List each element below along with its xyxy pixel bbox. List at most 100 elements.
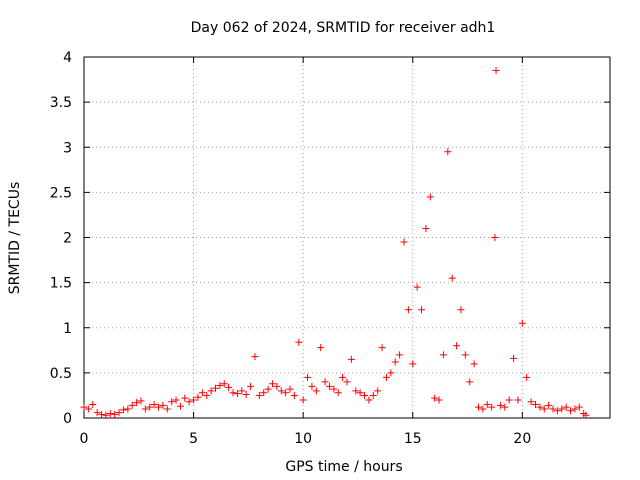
x-tick-label: 10 <box>294 431 312 447</box>
data-point <box>317 344 325 352</box>
data-point <box>466 378 474 386</box>
data-point <box>308 382 316 390</box>
data-point <box>273 382 281 390</box>
y-tick-label: 0 <box>63 411 72 427</box>
data-point <box>106 409 114 417</box>
data-point <box>89 400 97 408</box>
y-tick-label: 1.5 <box>50 276 72 292</box>
data-point <box>93 409 101 417</box>
data-point <box>119 406 127 414</box>
data-point <box>190 396 198 404</box>
data-point <box>374 387 382 395</box>
y-tick-label: 2 <box>63 231 72 247</box>
data-point <box>290 391 298 399</box>
data-point <box>396 351 404 359</box>
data-point <box>212 384 219 392</box>
data-point <box>155 403 163 411</box>
data-point <box>124 405 132 413</box>
data-point <box>492 67 500 75</box>
data-point <box>356 389 364 397</box>
data-point <box>264 385 272 393</box>
data-point <box>448 274 456 282</box>
data-point <box>229 389 237 397</box>
data-point <box>198 389 206 397</box>
data-point <box>150 400 158 408</box>
data-point <box>567 407 575 415</box>
data-point <box>102 411 110 419</box>
y-axis-ticks: 0 0.5 1 1.5 2 2.5 3 3.5 4 <box>50 50 610 427</box>
data-point <box>571 405 579 413</box>
x-axis-ticks: 0 5 10 15 20 <box>80 57 531 447</box>
data-point <box>426 193 434 201</box>
data-point <box>409 360 417 368</box>
data-point <box>80 403 88 411</box>
data-point <box>413 283 421 291</box>
data-point <box>247 382 255 390</box>
data-point <box>545 401 553 409</box>
data-point <box>111 410 119 418</box>
data-point <box>141 405 149 413</box>
data-point <box>527 398 535 406</box>
data-point <box>168 398 176 406</box>
data-point <box>115 409 123 417</box>
data-point <box>181 394 189 402</box>
plot-frame <box>83 56 611 419</box>
data-point <box>343 378 351 386</box>
data-point <box>220 380 228 388</box>
data-point <box>242 391 250 399</box>
grid-lines <box>84 57 610 418</box>
data-point <box>194 393 202 401</box>
data-point <box>439 351 447 359</box>
data-point <box>98 410 106 418</box>
y-tick-label: 1 <box>63 321 72 337</box>
data-point <box>531 400 539 408</box>
data-point <box>491 234 499 241</box>
data-point <box>304 373 312 381</box>
y-tick-label: 0.5 <box>50 366 72 382</box>
data-point <box>444 148 452 156</box>
data-point <box>483 400 491 408</box>
data-point <box>488 403 496 411</box>
data-point <box>514 396 522 404</box>
data-point <box>404 306 412 314</box>
data-point <box>334 389 342 397</box>
x-tick-label: 5 <box>189 431 198 447</box>
data-point <box>418 306 426 314</box>
data-point <box>176 402 184 410</box>
data-point <box>330 385 338 393</box>
data-point <box>299 396 307 404</box>
data-point <box>365 396 373 404</box>
data-point <box>549 405 557 413</box>
data-point <box>562 403 570 411</box>
data-points <box>80 67 590 419</box>
data-point <box>325 382 333 390</box>
data-point <box>501 403 509 411</box>
data-point <box>282 389 290 397</box>
data-point <box>207 387 215 395</box>
data-point <box>137 397 145 405</box>
data-point <box>518 319 526 327</box>
data-point <box>400 238 408 246</box>
data-point <box>233 390 241 398</box>
data-point <box>435 396 443 404</box>
data-point <box>431 394 439 402</box>
data-point <box>582 411 590 419</box>
x-axis-label: GPS time / hours <box>285 459 402 475</box>
data-point <box>185 398 193 406</box>
data-point <box>536 403 544 411</box>
y-tick-label: 4 <box>63 50 72 66</box>
data-point <box>453 342 461 350</box>
data-point <box>286 385 294 393</box>
data-point <box>216 382 224 390</box>
data-point <box>339 373 347 381</box>
y-tick-label: 3 <box>63 140 72 156</box>
data-point <box>505 396 513 404</box>
data-point <box>510 354 518 362</box>
data-point <box>523 373 531 381</box>
data-point <box>255 391 263 399</box>
data-point <box>238 387 246 395</box>
x-tick-label: 15 <box>404 431 422 447</box>
data-point <box>225 383 233 391</box>
y-tick-label: 3.5 <box>50 95 72 111</box>
